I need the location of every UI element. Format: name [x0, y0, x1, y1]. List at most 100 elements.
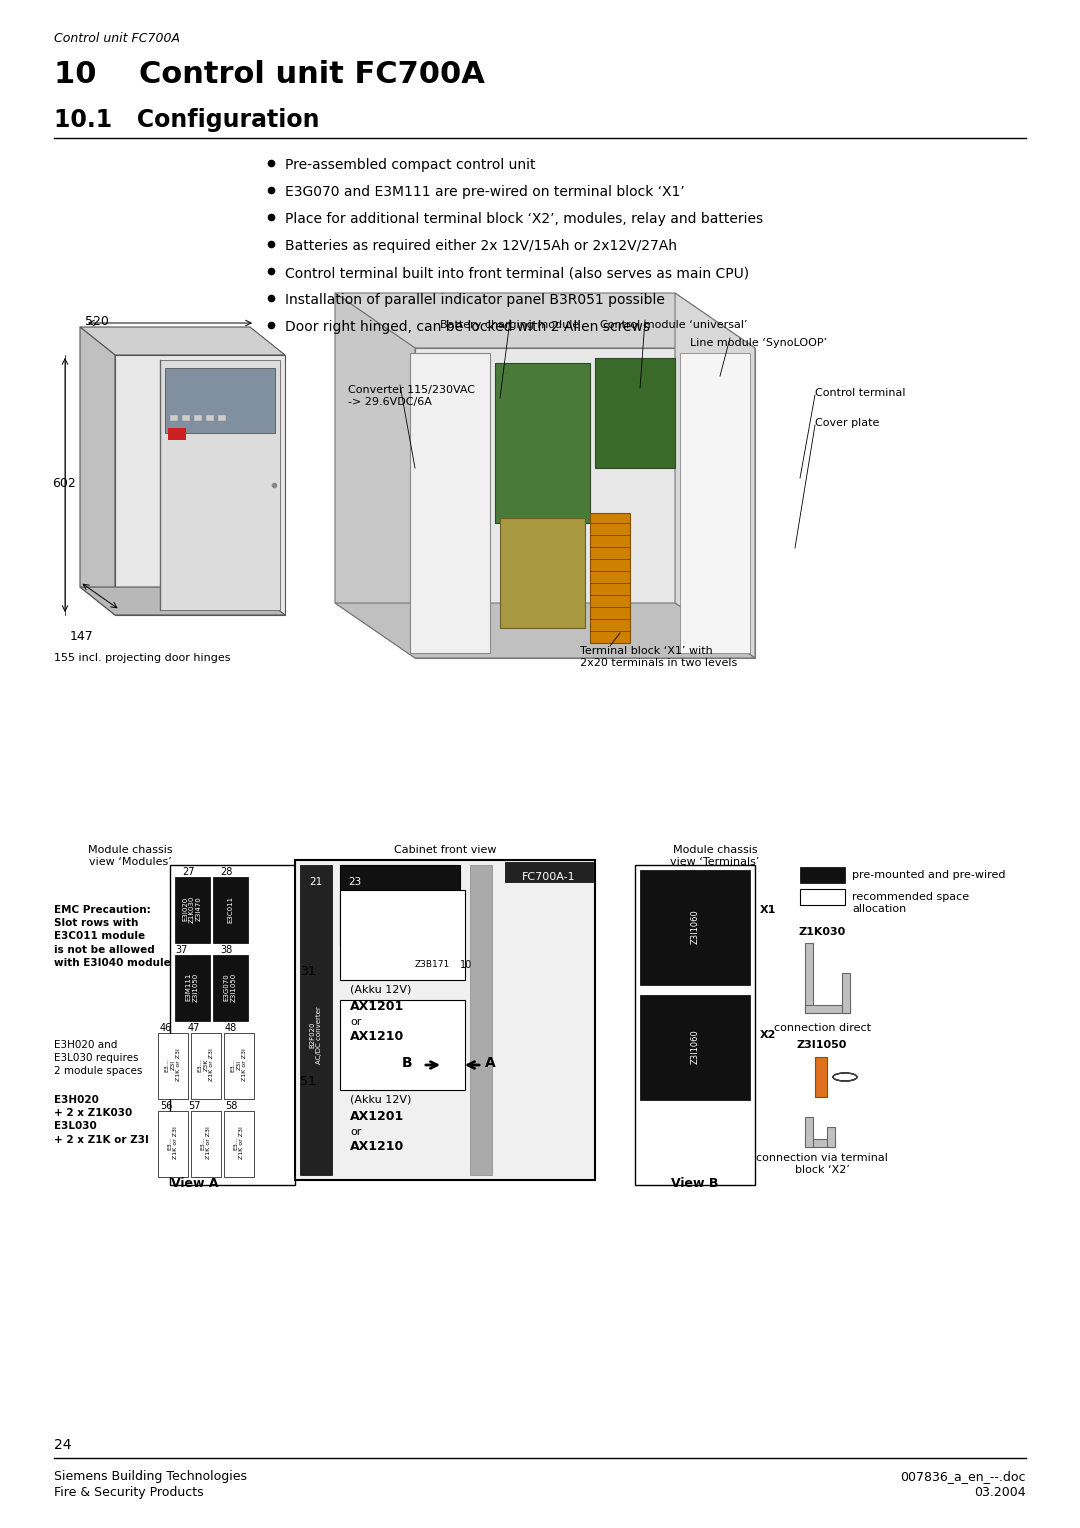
- Text: E3...
Z1K or Z3I: E3... Z1K or Z3I: [233, 1126, 244, 1160]
- Text: 47: 47: [188, 1024, 201, 1033]
- Text: E3...
Z1K or Z3I: E3... Z1K or Z3I: [167, 1126, 178, 1160]
- Text: 28: 28: [220, 866, 232, 877]
- Text: E3...
Z3K
Z1K or Z3I: E3... Z3K Z1K or Z3I: [198, 1048, 214, 1082]
- Bar: [340, 999, 465, 1089]
- Text: connection via terminal
block ‘X2’: connection via terminal block ‘X2’: [756, 1154, 888, 1175]
- Text: 155 incl. projecting door hinges: 155 incl. projecting door hinges: [54, 652, 230, 663]
- Polygon shape: [680, 353, 750, 652]
- Text: Batteries as required either 2x 12V/15Ah or 2x12V/27Ah: Batteries as required either 2x 12V/15Ah…: [285, 238, 677, 254]
- Polygon shape: [415, 348, 755, 659]
- Text: X2: X2: [760, 1030, 777, 1041]
- Text: 147: 147: [70, 630, 94, 643]
- Text: B: B: [402, 1056, 413, 1070]
- Text: 21: 21: [309, 877, 323, 886]
- Text: Control terminal: Control terminal: [815, 388, 905, 397]
- Text: E3M111
Z3I1050: E3M111 Z3I1050: [186, 972, 199, 1002]
- Bar: [805, 1117, 813, 1148]
- Bar: [805, 1005, 850, 1013]
- Text: Cover plate: Cover plate: [815, 419, 879, 428]
- Text: Pre-assembled compact control unit: Pre-assembled compact control unit: [285, 157, 536, 173]
- Text: E3...
Z3I
Z1K or Z3I: E3... Z3I Z1K or Z3I: [164, 1048, 181, 1082]
- Text: 24: 24: [54, 1438, 71, 1452]
- Text: 27: 27: [183, 866, 194, 877]
- Text: Battery charging module: Battery charging module: [440, 319, 579, 330]
- Text: Z3I1060: Z3I1060: [690, 1030, 700, 1065]
- Text: FC700A-1: FC700A-1: [523, 872, 576, 882]
- Text: Control terminal built into front terminal (also serves as main CPU): Control terminal built into front termin…: [285, 266, 750, 280]
- Polygon shape: [675, 293, 755, 659]
- Bar: [800, 889, 845, 905]
- Bar: [295, 860, 595, 1180]
- Text: Control module ‘universal’: Control module ‘universal’: [600, 319, 747, 330]
- Text: pre-mounted and pre-wired: pre-mounted and pre-wired: [852, 869, 1005, 880]
- Text: Door right hinged, can be locked with 2 Allen screws: Door right hinged, can be locked with 2 …: [285, 319, 650, 335]
- Text: Module chassis
view ‘Modules’: Module chassis view ‘Modules’: [87, 845, 173, 866]
- Bar: [158, 1111, 188, 1177]
- Polygon shape: [335, 604, 755, 659]
- Text: recommended space
allocation: recommended space allocation: [852, 892, 969, 914]
- Text: E3...
Z1K or Z3I: E3... Z1K or Z3I: [201, 1126, 212, 1160]
- Polygon shape: [495, 364, 590, 523]
- Bar: [805, 1138, 835, 1148]
- Text: 03.2004: 03.2004: [974, 1487, 1026, 1499]
- Text: Place for additional terminal block ‘X2’, modules, relay and batteries: Place for additional terminal block ‘X2’…: [285, 212, 764, 226]
- Text: Mains
terminals: Mains terminals: [367, 895, 433, 923]
- Polygon shape: [80, 587, 285, 614]
- Text: 007836_a_en_--.doc: 007836_a_en_--.doc: [901, 1470, 1026, 1484]
- Text: E3I020
Z1K030
Z3I470: E3I020 Z1K030 Z3I470: [183, 895, 202, 923]
- Bar: [206, 416, 214, 422]
- Text: Line module ‘SynoLOOP’: Line module ‘SynoLOOP’: [690, 338, 827, 348]
- Text: 31: 31: [300, 966, 315, 978]
- Text: AX1201: AX1201: [350, 999, 404, 1013]
- Text: Cabinet front view: Cabinet front view: [394, 845, 496, 856]
- Bar: [635, 865, 755, 1186]
- Bar: [213, 955, 248, 1021]
- Bar: [191, 1033, 221, 1099]
- Text: E3H020 and
E3L030 requires
2 module spaces: E3H020 and E3L030 requires 2 module spac…: [54, 1041, 143, 1076]
- Bar: [340, 889, 465, 979]
- Text: Siemens Building Technologies: Siemens Building Technologies: [54, 1470, 247, 1484]
- Bar: [158, 1033, 188, 1099]
- Text: View A: View A: [172, 1177, 219, 1190]
- Text: AX1210: AX1210: [350, 1140, 404, 1154]
- Text: B2F020
AC/DC converter: B2F020 AC/DC converter: [310, 1005, 323, 1063]
- Text: E3...
Z3I
Z1K or Z3I: E3... Z3I Z1K or Z3I: [231, 1048, 247, 1082]
- Text: 57: 57: [188, 1102, 201, 1111]
- Text: 58: 58: [225, 1102, 238, 1111]
- Text: AX1210: AX1210: [350, 1030, 404, 1044]
- Bar: [640, 995, 750, 1100]
- Text: Fire & Security Products: Fire & Security Products: [54, 1487, 204, 1499]
- Text: EMC Precaution:
Slot rows with
E3C011 module
is not be allowed
with E3I040 modul: EMC Precaution: Slot rows with E3C011 mo…: [54, 905, 171, 967]
- Text: Z3I1050: Z3I1050: [797, 1041, 847, 1050]
- Bar: [827, 1128, 835, 1148]
- Bar: [213, 877, 248, 943]
- Text: 520: 520: [85, 315, 109, 329]
- Text: Converter 115/230VAC
-> 29.6VDC/6A: Converter 115/230VAC -> 29.6VDC/6A: [348, 385, 475, 406]
- Bar: [175, 877, 210, 943]
- Text: 38: 38: [220, 944, 232, 955]
- Text: AX1201: AX1201: [350, 1109, 404, 1123]
- Text: Module chassis
view ‘Terminals’: Module chassis view ‘Terminals’: [671, 845, 759, 866]
- Polygon shape: [590, 513, 630, 643]
- Polygon shape: [80, 327, 285, 354]
- Text: Z1K030: Z1K030: [798, 927, 846, 937]
- Polygon shape: [500, 518, 585, 628]
- Text: Z3I1060: Z3I1060: [690, 909, 700, 944]
- Text: X1: X1: [760, 905, 777, 915]
- Text: Z3B171: Z3B171: [415, 960, 450, 969]
- Bar: [640, 869, 750, 986]
- Text: 602: 602: [52, 477, 76, 490]
- Text: Z3B171: Z3B171: [352, 935, 388, 944]
- Text: 10    Control unit FC700A: 10 Control unit FC700A: [54, 60, 485, 89]
- Bar: [815, 1057, 827, 1097]
- Text: E3C011: E3C011: [227, 895, 233, 923]
- Bar: [300, 865, 332, 1175]
- Text: E3H020
+ 2 x Z1K030
E3L030
+ 2 x Z1K or Z3I: E3H020 + 2 x Z1K030 E3L030 + 2 x Z1K or …: [54, 1096, 149, 1144]
- Text: connection direct: connection direct: [773, 1024, 870, 1033]
- Bar: [800, 866, 845, 883]
- Text: Terminal block ‘X1’ with
2x20 terminals in two levels: Terminal block ‘X1’ with 2x20 terminals …: [580, 646, 738, 668]
- Text: 10.1   Configuration: 10.1 Configuration: [54, 108, 320, 131]
- Bar: [842, 973, 850, 1013]
- Text: View B: View B: [672, 1177, 718, 1190]
- Text: or: or: [350, 1018, 362, 1027]
